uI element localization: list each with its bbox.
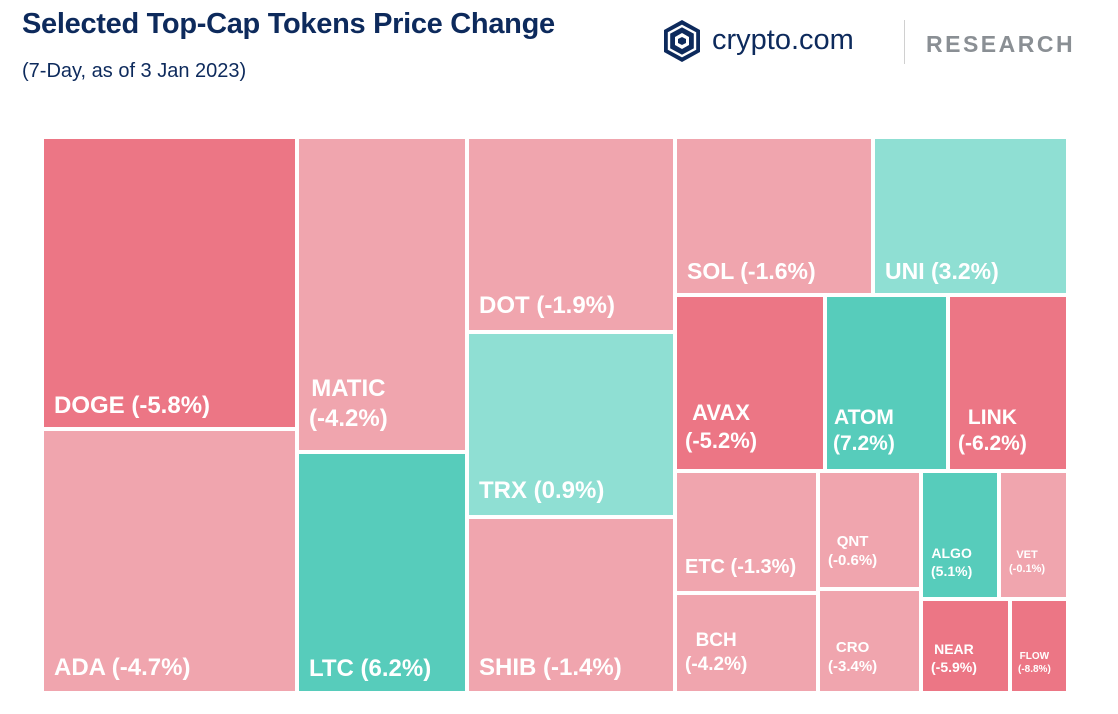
tile-atom: ATOM (7.2%) [825, 295, 948, 471]
chart-subtitle: (7-Day, as of 3 Jan 2023) [22, 60, 247, 82]
tile-label: QNT (-0.6%) [828, 533, 877, 571]
tile-uni: UNI (3.2%) [873, 137, 1068, 295]
crypto-com-research-logo: crypto.com RESEARCH [662, 18, 1082, 68]
tile-label: BCH (-4.2%) [685, 629, 747, 677]
tile-label: SOL (-1.6%) [687, 257, 816, 286]
tile-shib: SHIB (-1.4%) [467, 517, 675, 693]
crypto-com-shield-icon [664, 20, 700, 62]
tile-doge: DOGE (-5.8%) [42, 137, 297, 429]
tile-label-line2: (-4.2%) [685, 653, 748, 675]
tile-label-line1: DOT (-1.9%) [479, 292, 616, 319]
tile-label-line2: (-5.9%) [931, 658, 977, 675]
tile-label-line2: (-8.8%) [1018, 663, 1051, 675]
tile-label: DOGE (-5.8%) [54, 391, 210, 421]
tile-label: SHIB (-1.4%) [479, 653, 622, 683]
tile-bch: BCH (-4.2%) [675, 593, 818, 693]
tile-label-line1: SOL (-1.6%) [687, 258, 816, 284]
tile-label: LINK (-6.2%) [958, 405, 1027, 458]
tile-label: MATIC (-4.2%) [309, 374, 388, 434]
tile-label-line2: (5.1%) [931, 562, 973, 579]
tile-vet: VET (-0.1%) [999, 471, 1068, 599]
tile-avax: AVAX (-5.2%) [675, 295, 825, 471]
tile-ada: ADA (-4.7%) [42, 429, 297, 693]
tile-cro: CRO (-3.4%) [818, 589, 921, 693]
tile-label-line1: ETC (-1.3%) [685, 556, 797, 578]
tile-label-line2: (-0.1%) [1009, 562, 1046, 575]
treemap: DOGE (-5.8%) ADA (-4.7%) MATIC (-4.2%) LTC (… [42, 137, 1068, 693]
tile-etc: ETC (-1.3%) [675, 471, 818, 593]
tile-label-line2: (7.2%) [833, 432, 895, 456]
tile-label-line2: (-5.2%) [685, 427, 758, 453]
tile-label-line1: SHIB (-1.4%) [479, 654, 622, 681]
tile-label-line2: (-6.2%) [958, 432, 1027, 456]
tile-label: NEAR (-5.9%) [931, 641, 977, 676]
tile-label: UNI (3.2%) [885, 257, 999, 286]
tile-near: NEAR (-5.9%) [921, 599, 1010, 693]
tile-label: LTC (6.2%) [309, 654, 431, 684]
tile-label-line1: VET [1016, 549, 1038, 561]
tile-algo: ALGO (5.1%) [921, 471, 999, 599]
tile-label: TRX (0.9%) [479, 476, 604, 506]
tile-label-line1: BCH [695, 630, 737, 651]
tile-dot: DOT (-1.9%) [467, 137, 675, 332]
tile-link: LINK (-6.2%) [948, 295, 1068, 471]
tile-label-line1: ALGO [931, 545, 972, 561]
tile-label-line1: MATIC [311, 375, 386, 402]
logo-divider [904, 20, 905, 64]
tile-qnt: QNT (-0.6%) [818, 471, 921, 589]
tile-label-line2: (-3.4%) [828, 657, 878, 675]
tile-label-line1: AVAX [692, 400, 750, 425]
tile-ltc: LTC (6.2%) [297, 452, 467, 693]
tile-label-line1: LINK [967, 406, 1017, 429]
brand-name: crypto.com [712, 24, 854, 56]
tile-label-line1: ADA (-4.7%) [54, 654, 191, 681]
tile-label-line1: FLOW [1019, 651, 1050, 662]
tile-label-line1: QNT [836, 533, 869, 550]
tile-label: AVAX (-5.2%) [685, 399, 757, 454]
tile-trx: TRX (0.9%) [467, 332, 675, 517]
chart-title: Selected Top-Cap Tokens Price Change [22, 8, 555, 40]
tile-label-line1: CRO [835, 639, 870, 656]
tile-label: DOT (-1.9%) [479, 291, 615, 321]
tile-label-line1: TRX (0.9%) [479, 477, 605, 504]
tile-flow: FLOW (-8.8%) [1010, 599, 1068, 693]
tile-label: ADA (-4.7%) [54, 653, 190, 683]
tile-label: FLOW (-8.8%) [1018, 651, 1051, 676]
tile-label-line1: UNI (3.2%) [885, 258, 999, 284]
tile-label: ALGO (5.1%) [931, 545, 972, 580]
tile-label-line1: LTC (6.2%) [309, 655, 432, 682]
tile-label: VET (-0.1%) [1009, 549, 1045, 577]
tile-label: ETC (-1.3%) [685, 555, 796, 580]
tile-label-line1: ATOM [833, 406, 894, 429]
tile-label-line1: NEAR [934, 641, 974, 657]
research-label: RESEARCH [926, 31, 1076, 57]
tile-label-line2: (-0.6%) [828, 551, 878, 569]
tile-label: ATOM (7.2%) [833, 405, 895, 458]
tile-label: CRO (-3.4%) [828, 639, 877, 677]
tile-label-line2: (-4.2%) [309, 405, 388, 432]
tile-matic: MATIC (-4.2%) [297, 137, 467, 452]
tile-label-line1: DOGE (-5.8%) [54, 392, 211, 419]
tile-sol: SOL (-1.6%) [675, 137, 873, 295]
